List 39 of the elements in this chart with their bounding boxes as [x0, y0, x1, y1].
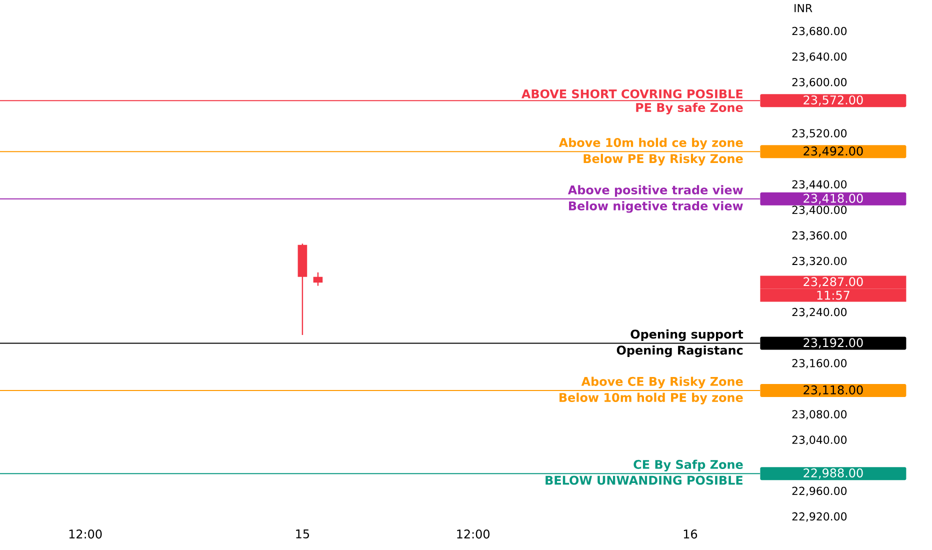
ref-line-label: Above CE By Risky Zone	[581, 376, 743, 388]
ref-line-label: Opening support	[630, 329, 744, 342]
y-tick-label: 23,680.00	[792, 26, 847, 36]
annotation: BELOW UNWANDING POSIBLE	[546, 476, 742, 485]
y-axis-title: INR	[794, 4, 812, 12]
y-tick-label: 23,080.00	[792, 410, 847, 420]
ref-line-label: ABOVE SHORT COVRING POSIBLE	[521, 89, 742, 98]
annotation: PE By safe Zone	[636, 102, 743, 114]
y-tick-label: 23,400.00	[792, 206, 847, 216]
annotation: Below 10m hold PE by zone	[560, 392, 743, 404]
text: 22,988.00	[804, 468, 863, 479]
ref-line-label: Above positive trade view	[568, 185, 743, 197]
y-tick-label: 23,040.00	[792, 436, 847, 446]
y-tick-label: 23,360.00	[792, 231, 847, 241]
y-tick-label: 22,920.00	[792, 512, 847, 522]
ref-line-label: Above 10m hold ce by zone	[558, 138, 743, 150]
ref-line-label: CE By Safp Zone	[634, 460, 743, 472]
y-tick-label: 23,320.00	[792, 256, 847, 266]
text: 23,192.00	[804, 338, 863, 348]
annotation: Opening Ragistanc	[616, 345, 743, 358]
text: 23,492.00	[804, 146, 863, 157]
y-tick-label: 22,960.00	[792, 486, 847, 496]
x-tick-label: 12:00	[69, 530, 102, 539]
text: 23,118.00	[804, 385, 863, 396]
annotation: Below PE By Risky Zone	[584, 154, 743, 166]
y-tick-label: 23,240.00	[792, 308, 847, 318]
text: 23,572.00	[804, 95, 863, 106]
x-tick-label: 15	[296, 530, 310, 538]
x-tick-label: 16	[684, 530, 698, 539]
annotation: Below nigetive trade view	[569, 201, 743, 213]
y-tick-label: 23,640.00	[792, 52, 847, 62]
y-tick-label: 23,440.00	[792, 180, 847, 190]
text: 23,287.00	[804, 277, 863, 288]
y-tick-label: 23,160.00	[792, 359, 847, 368]
text: 23,418.00	[804, 194, 863, 204]
text: 11:57	[817, 290, 850, 300]
x-tick-label: 12:00	[457, 530, 490, 539]
y-tick-label: 23,520.00	[792, 129, 847, 138]
y-tick-label: 23,600.00	[792, 78, 847, 88]
